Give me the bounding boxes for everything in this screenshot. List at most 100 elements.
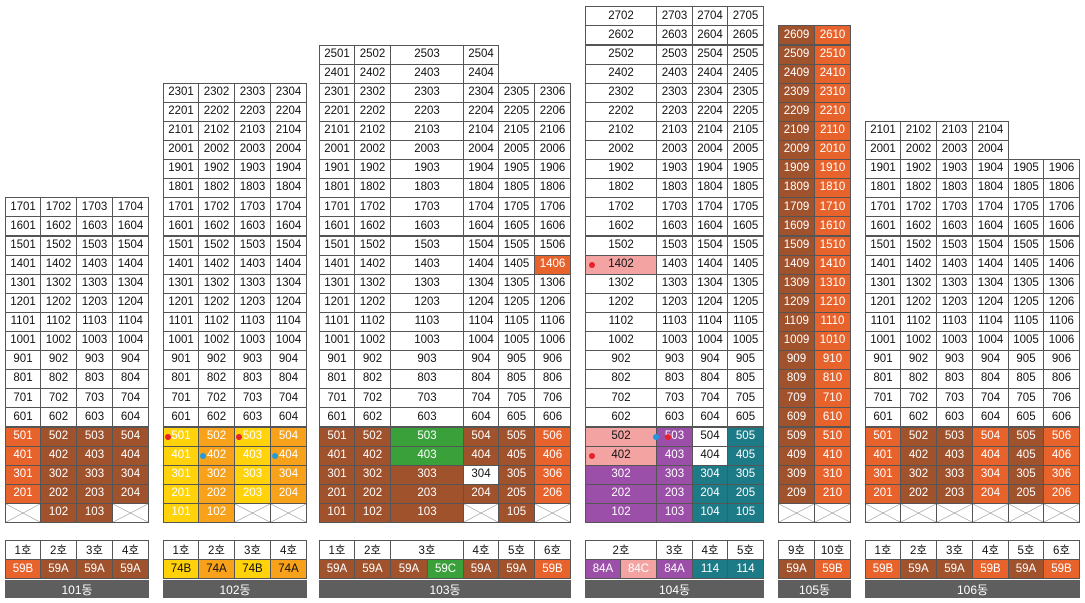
unit-103동-1204[interactable]: 1204 (463, 292, 499, 313)
unit-103동-1205[interactable]: 1205 (498, 292, 535, 313)
unit-103동-902[interactable]: 902 (354, 350, 391, 371)
unit-106동-1601[interactable]: 1601 (865, 216, 901, 237)
unit-102동-902[interactable]: 902 (198, 350, 235, 371)
unit-106동-1205[interactable]: 1205 (1008, 292, 1044, 313)
unit-104동-1904[interactable]: 1904 (692, 159, 728, 180)
unit-104동-1104[interactable]: 1104 (692, 311, 728, 332)
unit-102동-2104[interactable]: 2104 (270, 120, 307, 141)
unit-102동-2301[interactable]: 2301 (163, 82, 199, 103)
unit-104동-704[interactable]: 704 (692, 388, 728, 409)
unit-104동-2704[interactable]: 2704 (692, 6, 728, 27)
unit-106동-304[interactable]: 304 (972, 464, 1009, 485)
unit-106동-1302[interactable]: 1302 (900, 273, 937, 294)
unit-105동-2010[interactable]: 2010 (814, 140, 851, 161)
unit-106동-1403[interactable]: 1403 (936, 254, 973, 275)
unit-106동-1003[interactable]: 1003 (936, 331, 973, 352)
unit-106동-306[interactable]: 306 (1043, 464, 1080, 485)
unit-106동-601[interactable]: 601 (865, 407, 901, 428)
unit-106동-505[interactable]: 505 (1008, 426, 1044, 447)
unit-101동-802[interactable]: 802 (40, 369, 77, 390)
unit-106동-706[interactable]: 706 (1043, 388, 1080, 409)
unit-101동-1004[interactable]: 1004 (112, 331, 149, 352)
unit-105동-2009[interactable]: 2009 (778, 140, 815, 161)
unit-104동-2503[interactable]: 2503 (656, 44, 693, 65)
unit-106동-1703[interactable]: 1703 (936, 197, 973, 218)
unit-104동-2703[interactable]: 2703 (656, 6, 693, 27)
unit-103동-202[interactable]: 202 (354, 483, 391, 504)
unit-103동-2305[interactable]: 2305 (498, 82, 535, 103)
unit-101동-204[interactable]: 204 (112, 483, 149, 504)
unit-102동-404[interactable]: 404 (270, 445, 307, 466)
unit-105동-2510[interactable]: 2510 (814, 44, 851, 65)
unit-105동-2209[interactable]: 2209 (778, 101, 815, 122)
unit-104동-903[interactable]: 903 (656, 350, 693, 371)
unit-102동-201[interactable]: 201 (163, 483, 199, 504)
unit-102동-502[interactable]: 502 (198, 426, 235, 447)
unit-103동-1306[interactable]: 1306 (534, 273, 571, 294)
unit-104동-2005[interactable]: 2005 (727, 140, 764, 161)
unit-106동-703[interactable]: 703 (936, 388, 973, 409)
unit-103동-1703[interactable]: 1703 (390, 197, 464, 218)
unit-103동-806[interactable]: 806 (534, 369, 571, 390)
unit-103동-1804[interactable]: 1804 (463, 178, 499, 199)
unit-102동-1603[interactable]: 1603 (234, 216, 271, 237)
unit-102동-1502[interactable]: 1502 (198, 235, 235, 256)
unit-103동-705[interactable]: 705 (498, 388, 535, 409)
unit-101동-1404[interactable]: 1404 (112, 254, 149, 275)
unit-103동-1202[interactable]: 1202 (354, 292, 391, 313)
unit-106동-702[interactable]: 702 (900, 388, 937, 409)
unit-101동-402[interactable]: 402 (40, 445, 77, 466)
unit-103동-2004[interactable]: 2004 (463, 140, 499, 161)
unit-104동-2304[interactable]: 2304 (692, 82, 728, 103)
unit-103동-302[interactable]: 302 (354, 464, 391, 485)
unit-103동-303[interactable]: 303 (390, 464, 464, 485)
unit-102동-1004[interactable]: 1004 (270, 331, 307, 352)
unit-103동-901[interactable]: 901 (319, 350, 355, 371)
unit-106동-701[interactable]: 701 (865, 388, 901, 409)
unit-105동-1610[interactable]: 1610 (814, 216, 851, 237)
unit-104동-905[interactable]: 905 (727, 350, 764, 371)
unit-106동-206[interactable]: 206 (1043, 483, 1080, 504)
unit-106동-2101[interactable]: 2101 (865, 120, 901, 141)
unit-104동-2603[interactable]: 2603 (656, 25, 693, 46)
unit-106동-1002[interactable]: 1002 (900, 331, 937, 352)
unit-103동-1203[interactable]: 1203 (390, 292, 464, 313)
unit-103동-406[interactable]: 406 (534, 445, 571, 466)
unit-104동-2504[interactable]: 2504 (692, 44, 728, 65)
unit-102동-402[interactable]: 402 (198, 445, 235, 466)
unit-101동-1502[interactable]: 1502 (40, 235, 77, 256)
unit-103동-405[interactable]: 405 (498, 445, 535, 466)
unit-102동-2003[interactable]: 2003 (234, 140, 271, 161)
unit-104동-1805[interactable]: 1805 (727, 178, 764, 199)
unit-103동-604[interactable]: 604 (463, 407, 499, 428)
unit-101동-801[interactable]: 801 (5, 369, 41, 390)
unit-106동-1304[interactable]: 1304 (972, 273, 1009, 294)
unit-101동-502[interactable]: 502 (40, 426, 77, 447)
unit-104동-302[interactable]: 302 (585, 464, 657, 485)
unit-106동-1503[interactable]: 1503 (936, 235, 973, 256)
unit-105동-1010[interactable]: 1010 (814, 331, 851, 352)
unit-103동-1501[interactable]: 1501 (319, 235, 355, 256)
unit-101동-503[interactable]: 503 (76, 426, 113, 447)
unit-106동-1301[interactable]: 1301 (865, 273, 901, 294)
unit-102동-1001[interactable]: 1001 (163, 331, 199, 352)
unit-102동-504[interactable]: 504 (270, 426, 307, 447)
unit-101동-704[interactable]: 704 (112, 388, 149, 409)
unit-104동-203[interactable]: 203 (656, 483, 693, 504)
unit-106동-1904[interactable]: 1904 (972, 159, 1009, 180)
unit-106동-803[interactable]: 803 (936, 369, 973, 390)
unit-103동-2205[interactable]: 2205 (498, 101, 535, 122)
unit-104동-1704[interactable]: 1704 (692, 197, 728, 218)
unit-104동-2402[interactable]: 2402 (585, 63, 657, 84)
unit-101동-1402[interactable]: 1402 (40, 254, 77, 275)
unit-103동-506[interactable]: 506 (534, 426, 571, 447)
unit-101동-904[interactable]: 904 (112, 350, 149, 371)
unit-103동-103[interactable]: 103 (390, 502, 464, 523)
unit-105동-2410[interactable]: 2410 (814, 63, 851, 84)
unit-101동-1401[interactable]: 1401 (5, 254, 41, 275)
unit-105동-2210[interactable]: 2210 (814, 101, 851, 122)
unit-104동-1803[interactable]: 1803 (656, 178, 693, 199)
unit-104동-1302[interactable]: 1302 (585, 273, 657, 294)
unit-105동-710[interactable]: 710 (814, 388, 851, 409)
unit-104동-604[interactable]: 604 (692, 407, 728, 428)
